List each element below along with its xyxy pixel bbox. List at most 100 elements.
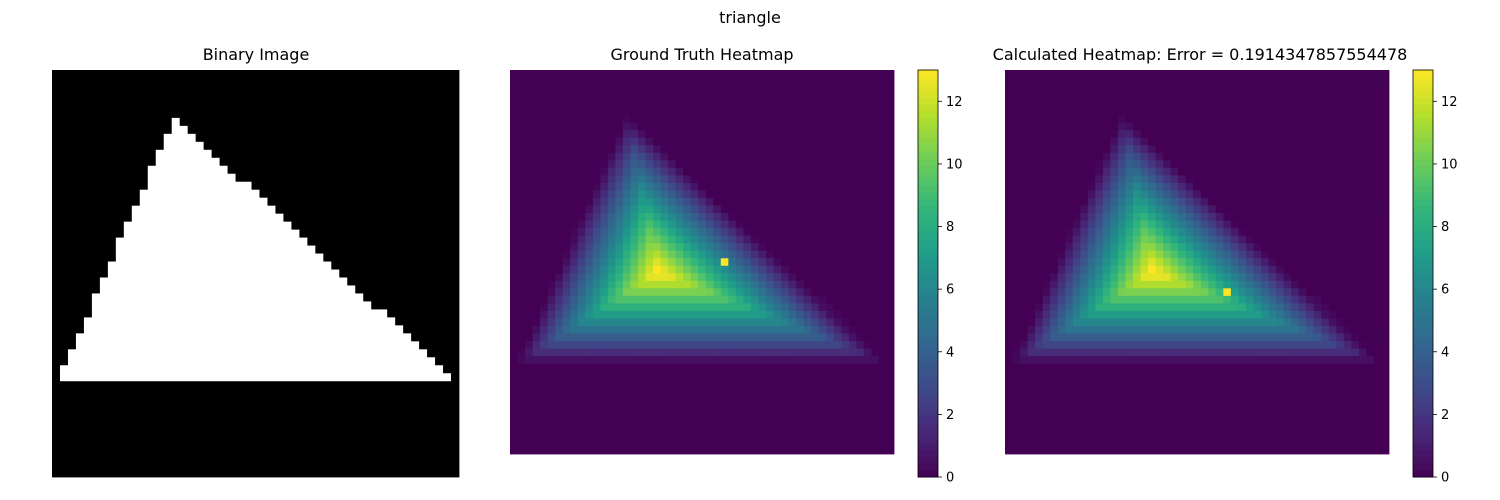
heatmap-cell [720, 145, 729, 154]
heatmap-cell [735, 167, 744, 176]
heatmap-cell [331, 397, 340, 406]
heatmap-cell [52, 341, 61, 350]
heatmap-cell [683, 250, 692, 259]
heatmap-cell [291, 269, 300, 278]
heatmap-cell [766, 152, 774, 161]
heatmap-cell [622, 205, 631, 214]
heatmap-cell [848, 190, 857, 199]
heatmap-cell [517, 70, 526, 78]
heatmap-cell [427, 213, 436, 223]
heatmap-cell [243, 365, 252, 374]
heatmap-cell [99, 85, 109, 95]
heatmap-cell [607, 137, 616, 146]
heatmap-cell [395, 381, 404, 390]
heatmap-cell [811, 213, 820, 221]
heatmap-cell [131, 373, 141, 382]
heatmap-cell [139, 77, 149, 87]
heatmap-cell [653, 288, 661, 297]
heatmap-cell [863, 295, 872, 304]
heatmap-cell [532, 182, 541, 191]
heatmap-cell [615, 348, 624, 357]
heatmap-cell [841, 310, 850, 319]
heatmap-cell [570, 333, 579, 342]
heatmap-cell [203, 365, 213, 374]
heatmap-cell [251, 301, 260, 310]
heatmap-cell [532, 122, 541, 131]
heatmap-cell [435, 397, 444, 406]
heatmap-cell [395, 389, 404, 398]
heatmap-cell [235, 461, 244, 470]
heatmap-cell [713, 228, 722, 237]
heatmap-cell [147, 285, 157, 294]
heatmap-cell [259, 429, 268, 438]
heatmap-cell [395, 429, 404, 438]
heatmap-cell [115, 173, 125, 183]
heatmap-cell [267, 205, 276, 215]
heatmap-cell [622, 115, 631, 124]
heatmap-cell [163, 253, 173, 262]
heatmap-cell [355, 445, 364, 454]
heatmap-cell [570, 258, 579, 267]
heatmap-cell [592, 175, 601, 184]
heatmap-cell [833, 273, 842, 282]
heatmap-cell [728, 175, 737, 184]
heatmap-cell [339, 357, 348, 366]
heatmap-cell [886, 356, 895, 365]
heatmap-cell [235, 149, 244, 159]
heatmap-cell [339, 445, 348, 454]
heatmap-cell [387, 77, 396, 87]
heatmap-cell [517, 145, 526, 154]
heatmap-cell [886, 220, 895, 229]
heatmap-cell [267, 93, 276, 103]
heatmap-cell [419, 341, 428, 350]
heatmap-cell [379, 133, 388, 143]
heatmap-cell [562, 167, 571, 176]
heatmap-cell [517, 333, 526, 342]
heatmap-cell [555, 85, 564, 93]
heatmap-cell [419, 133, 428, 143]
heatmap-cell [403, 325, 412, 334]
heatmap-cell [363, 245, 372, 254]
heatmap-cell [83, 341, 93, 350]
heatmap-cell [510, 107, 518, 116]
heatmap-cell [735, 137, 744, 146]
heatmap-cell [660, 258, 669, 267]
heatmap-cell [705, 122, 714, 131]
heatmap-cell [179, 205, 189, 215]
heatmap-cell [705, 258, 714, 267]
heatmap-cell [592, 122, 601, 131]
heatmap-cell [339, 70, 348, 79]
heatmap-cell [443, 285, 452, 294]
heatmap-cell [788, 160, 797, 169]
heatmap-cell [83, 85, 93, 95]
heatmap-cell [811, 145, 820, 154]
heatmap-cell [698, 175, 707, 184]
heatmap-cell [211, 421, 220, 430]
heatmap-cell [871, 288, 880, 297]
heatmap-cell [773, 310, 782, 319]
heatmap-cell [803, 205, 812, 214]
heatmap-cell [863, 386, 872, 395]
heatmap-cell [131, 469, 141, 478]
heatmap-cell [886, 122, 895, 131]
heatmap-cell [107, 269, 117, 278]
heatmap-cell [781, 310, 789, 319]
heatmap-cell [131, 149, 141, 159]
heatmap-cell [532, 160, 541, 169]
heatmap-cell [811, 318, 820, 327]
heatmap-cell [675, 167, 684, 176]
heatmap-cell [841, 122, 850, 131]
heatmap-cell [435, 197, 444, 207]
heatmap-cell [690, 160, 699, 169]
heatmap-cell [585, 115, 594, 124]
heatmap-cell [251, 341, 260, 350]
heatmap-cell [728, 371, 737, 380]
heatmap-cell [179, 277, 189, 286]
heatmap-cell [283, 165, 292, 175]
heatmap-cell [555, 348, 564, 357]
heatmap-cell [773, 356, 782, 365]
heatmap-cell [67, 229, 77, 238]
heatmap-cell [323, 445, 332, 454]
heatmap-cell [323, 365, 332, 374]
heatmap-cell [299, 445, 308, 454]
